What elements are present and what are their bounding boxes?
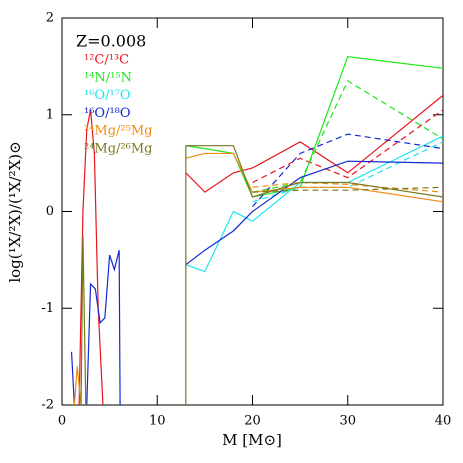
line: [73, 152, 444, 406]
y-tick-label: -2: [41, 398, 54, 413]
x-tick-label: 40: [435, 414, 452, 429]
x-tick-label: 20: [244, 414, 261, 429]
line: [185, 135, 444, 273]
y-tick-label: 0: [46, 204, 54, 219]
y-tick-label: -1: [41, 301, 54, 316]
legend-entry: ¹⁶O/¹⁸O: [84, 106, 131, 121]
y-tick-label: 2: [46, 11, 54, 26]
legend-entry: ²⁴Mg/²⁵Mg: [84, 124, 153, 139]
line: [70, 160, 444, 406]
y-tick-label: 1: [46, 107, 54, 122]
dashed-line: [252, 80, 444, 193]
annotation: Z=0.008: [76, 32, 146, 51]
x-axis-label: M [M⊙]: [222, 431, 282, 449]
x-tick-label: 10: [149, 414, 166, 429]
dashed-line: [252, 109, 444, 184]
dashed-line: [252, 186, 444, 193]
x-tick-label: 0: [58, 414, 66, 429]
line: [80, 145, 444, 406]
legend-entry: ¹⁴N/¹⁵N: [84, 70, 132, 85]
legend-entry: ¹⁶O/¹⁷O: [84, 88, 131, 103]
legend-entry: ²⁴Mg/²⁶Mg: [84, 142, 153, 157]
y-axis-label: log(¹X/²X)/(¹X/²X)⊙: [6, 141, 24, 282]
legend-entry: ¹²C/¹³C: [84, 53, 129, 68]
x-tick-label: 30: [339, 414, 356, 429]
dashed-line: [252, 133, 444, 208]
